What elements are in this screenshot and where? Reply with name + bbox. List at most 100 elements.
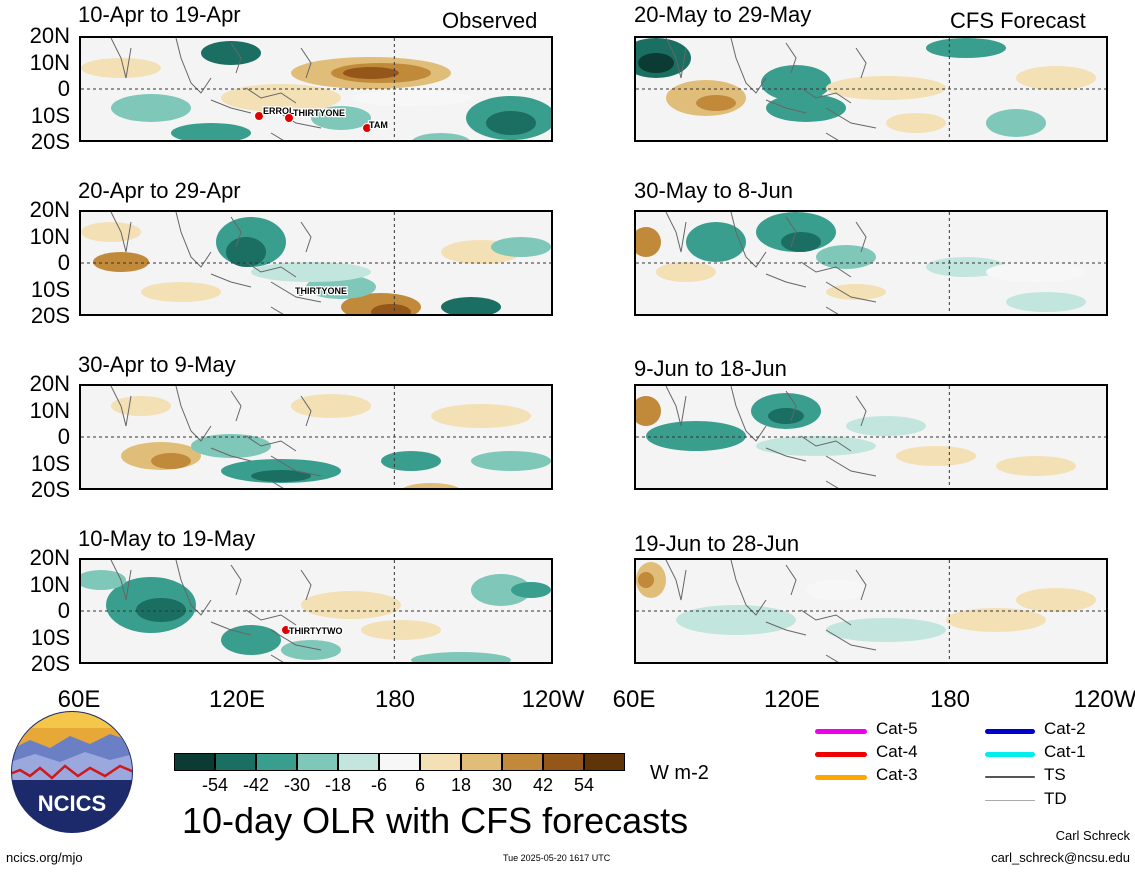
- olr-anomaly-blob: [781, 232, 821, 252]
- lat-tick-label: 0: [57, 76, 70, 101]
- olr-anomaly-blob: [201, 41, 261, 65]
- colorbar-swatch: [502, 753, 543, 771]
- olr-anomaly-blob: [826, 76, 946, 100]
- olr-anomaly-blob: [696, 95, 736, 111]
- olr-anomaly-blob: [151, 453, 191, 469]
- olr-anomaly-blob: [826, 284, 886, 300]
- olr-anomaly-blob: [846, 416, 926, 436]
- ts-swatch: [985, 776, 1035, 778]
- olr-anomaly-blob: [81, 570, 126, 590]
- legend-label: Cat-3: [876, 765, 918, 784]
- td-swatch: [985, 800, 1035, 801]
- olr-anomaly-blob: [136, 598, 186, 622]
- olr-anomaly-blob: [431, 404, 531, 428]
- cat3-swatch: [815, 775, 867, 780]
- olr-anomaly-blob: [986, 109, 1046, 137]
- olr-map: [636, 386, 1106, 488]
- map-panel: THIRTYONE: [79, 210, 553, 316]
- coastline: [665, 212, 877, 314]
- cat5-swatch: [815, 729, 867, 734]
- storm-label: THIRTYONE: [295, 286, 347, 296]
- footer-url: ncics.org/mjo: [6, 850, 83, 865]
- colorbar-tick-label: -18: [324, 775, 352, 795]
- olr-anomaly-blob: [826, 618, 946, 642]
- coastline: [110, 560, 322, 662]
- olr-anomaly-blob: [311, 106, 371, 130]
- lon-tick-label: 180: [374, 686, 416, 713]
- colorbar-swatch: [543, 753, 584, 771]
- lat-tick-label: 10N: [29, 571, 70, 597]
- olr-anomaly-blob: [636, 396, 661, 426]
- olr-map: THIRTYONE: [81, 212, 551, 314]
- panel-title: 19-Jun to 28-Jun: [634, 531, 800, 556]
- olr-anomaly-blob: [761, 65, 831, 101]
- lon-tick-label: 120E: [763, 686, 821, 713]
- olr-anomaly-blob: [403, 483, 459, 488]
- colorbar-swatch: [297, 753, 338, 771]
- olr-anomaly-blob: [686, 222, 746, 262]
- olr-anomaly-blob: [81, 222, 141, 242]
- olr-anomaly-blob: [141, 282, 221, 302]
- lat-tick-label: 20S: [30, 651, 70, 676]
- legend-label: Cat-4: [876, 742, 918, 761]
- colorbar-swatch: [338, 753, 379, 771]
- storm-label: TAM: [369, 120, 388, 130]
- lat-tick-label: 20N: [29, 197, 70, 222]
- olr-anomaly-blob: [816, 245, 876, 269]
- lon-tick-label: 120W: [521, 686, 585, 713]
- olr-anomaly-blob: [93, 252, 149, 272]
- panel-title: 10-May to 19-May: [78, 526, 256, 551]
- olr-anomaly-blob: [111, 94, 191, 122]
- cat2-swatch: [985, 729, 1035, 734]
- olr-anomaly-blob: [806, 580, 866, 600]
- olr-anomaly-blob: [638, 572, 654, 588]
- colorbar-swatch: [174, 753, 215, 771]
- olr-anomaly-blob: [636, 227, 661, 257]
- olr-anomaly-blob: [486, 111, 536, 135]
- colorbar-swatch: [420, 753, 461, 771]
- olr-anomaly-blob: [511, 582, 551, 598]
- olr-anomaly-blob: [351, 90, 471, 106]
- olr-anomaly-blob: [411, 652, 511, 662]
- olr-anomaly-blob: [768, 408, 804, 424]
- olr-anomaly-blob: [226, 237, 266, 267]
- olr-anomaly-blob: [412, 133, 470, 140]
- lat-tick-label: 0: [57, 598, 70, 623]
- lat-tick-label: 10N: [29, 397, 70, 423]
- map-panel: [634, 36, 1108, 142]
- lat-tick-label: 20N: [29, 371, 70, 396]
- colorbar-swatch: [584, 753, 625, 771]
- lon-tick-label: 180: [929, 686, 971, 713]
- map-panel: THIRTYTWO: [79, 558, 553, 664]
- storm-marker: [281, 625, 291, 635]
- map-panel: [634, 558, 1108, 664]
- coastline: [110, 386, 322, 488]
- olr-anomaly-blob: [1006, 292, 1086, 312]
- lat-tick-label: 0: [57, 250, 70, 275]
- lat-tick-label: 10N: [29, 223, 70, 249]
- olr-anomaly-blob: [886, 113, 946, 133]
- colorbar-tick-label: 42: [532, 775, 554, 795]
- lon-tick-label: 120E: [208, 686, 266, 713]
- colorbar-swatch: [256, 753, 297, 771]
- colorbar-tick-label: -54: [201, 775, 229, 795]
- coastline: [665, 560, 877, 662]
- olr-anomaly-blob: [638, 53, 674, 73]
- colorbar-tick-label: 30: [491, 775, 513, 795]
- colorbar-swatch: [461, 753, 502, 771]
- lat-tick-label: 20S: [30, 129, 70, 154]
- coastline: [665, 386, 877, 488]
- colorbar-tick-label: 6: [414, 775, 426, 795]
- olr-anomaly-blob: [381, 451, 441, 471]
- footer-timestamp: Tue 2025-05-20 1617 UTC: [503, 853, 611, 863]
- panel-title: 30-May to 8-Jun: [634, 178, 793, 203]
- olr-anomaly-blob: [81, 58, 161, 78]
- coastline: [110, 212, 322, 314]
- olr-anomaly-blob: [1016, 66, 1096, 90]
- olr-map: [636, 212, 1106, 314]
- olr-anomaly-blob: [491, 237, 551, 257]
- olr-anomaly-blob: [171, 123, 251, 140]
- logo-text: NCICS: [38, 791, 106, 816]
- chart-title: 10-day OLR with CFS forecasts: [182, 800, 689, 841]
